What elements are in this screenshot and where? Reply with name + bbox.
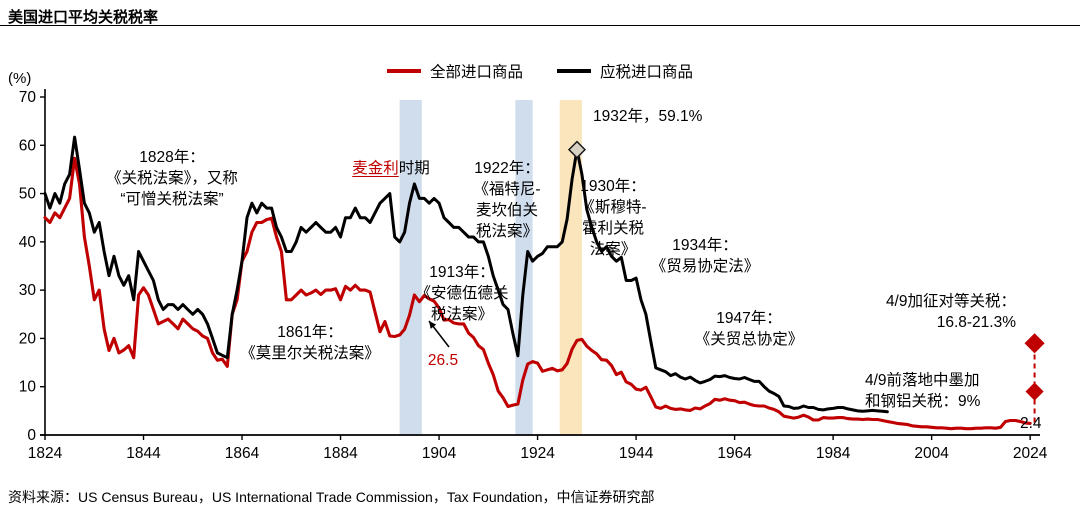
legend-label-dutiable-imports: 应税进口商品 (600, 64, 694, 81)
y-tick-label: 10 (19, 379, 37, 396)
x-tick-label: 1924 (520, 445, 555, 462)
legend-item-dutiable-imports: 应税进口商品 (557, 60, 693, 82)
y-tick-label: 30 (19, 282, 37, 299)
page-header: 美国进口平均关税税率 (0, 0, 1080, 26)
legend-label-all-imports: 全部进口商品 (429, 64, 523, 81)
y-tick-label: 40 (19, 234, 37, 251)
y-tick-label: 0 (27, 427, 36, 444)
x-tick-label: 1904 (422, 445, 457, 462)
y-axis-unit-label: (%) (8, 70, 32, 87)
x-tick-label: 1884 (323, 445, 358, 462)
chart-legend: 全部进口商品 应税进口商品 (0, 60, 1080, 82)
y-tick-label: 70 (19, 89, 37, 106)
smoot-hawley-band (559, 100, 582, 435)
page-title: 美国进口平均关税税率 (8, 9, 159, 26)
legend-item-all-imports: 全部进口商品 (386, 60, 523, 82)
x-tick-label: 1944 (619, 445, 654, 462)
y-tick-label: 50 (19, 186, 37, 203)
legend-swatch-all-imports (386, 69, 421, 73)
x-tick-label: 1964 (717, 445, 752, 462)
x-tick-label: 1824 (28, 445, 63, 462)
legend-swatch-dutiable-imports (557, 69, 591, 73)
pre-49-tariff-marker (1025, 382, 1044, 401)
value-arrow-head (429, 321, 437, 329)
y-tick-label: 60 (19, 137, 37, 154)
reciprocal-tariff-marker (1024, 333, 1045, 354)
peak-1932-marker (567, 140, 587, 159)
tariff-line-chart: 1824 1844 1864 1884 1904 1924 1944 1964 1984 2004… (19, 89, 1048, 462)
x-tick-label: 1864 (225, 445, 260, 462)
x-tick-label: 2004 (914, 445, 949, 462)
series-all-imports-line (43, 156, 1032, 431)
series-dutiable-imports-line (43, 135, 889, 414)
source-note: 资料来源：US Census Bureau，US International T… (8, 489, 655, 505)
x-tick-label: 1844 (126, 445, 161, 462)
x-tick-label: 2024 (1013, 445, 1048, 462)
mckinley-era-band (399, 100, 422, 435)
x-tick-label: 1984 (816, 445, 851, 462)
y-tick-label: 20 (19, 330, 37, 347)
fordney-mccumber-band (515, 100, 533, 435)
